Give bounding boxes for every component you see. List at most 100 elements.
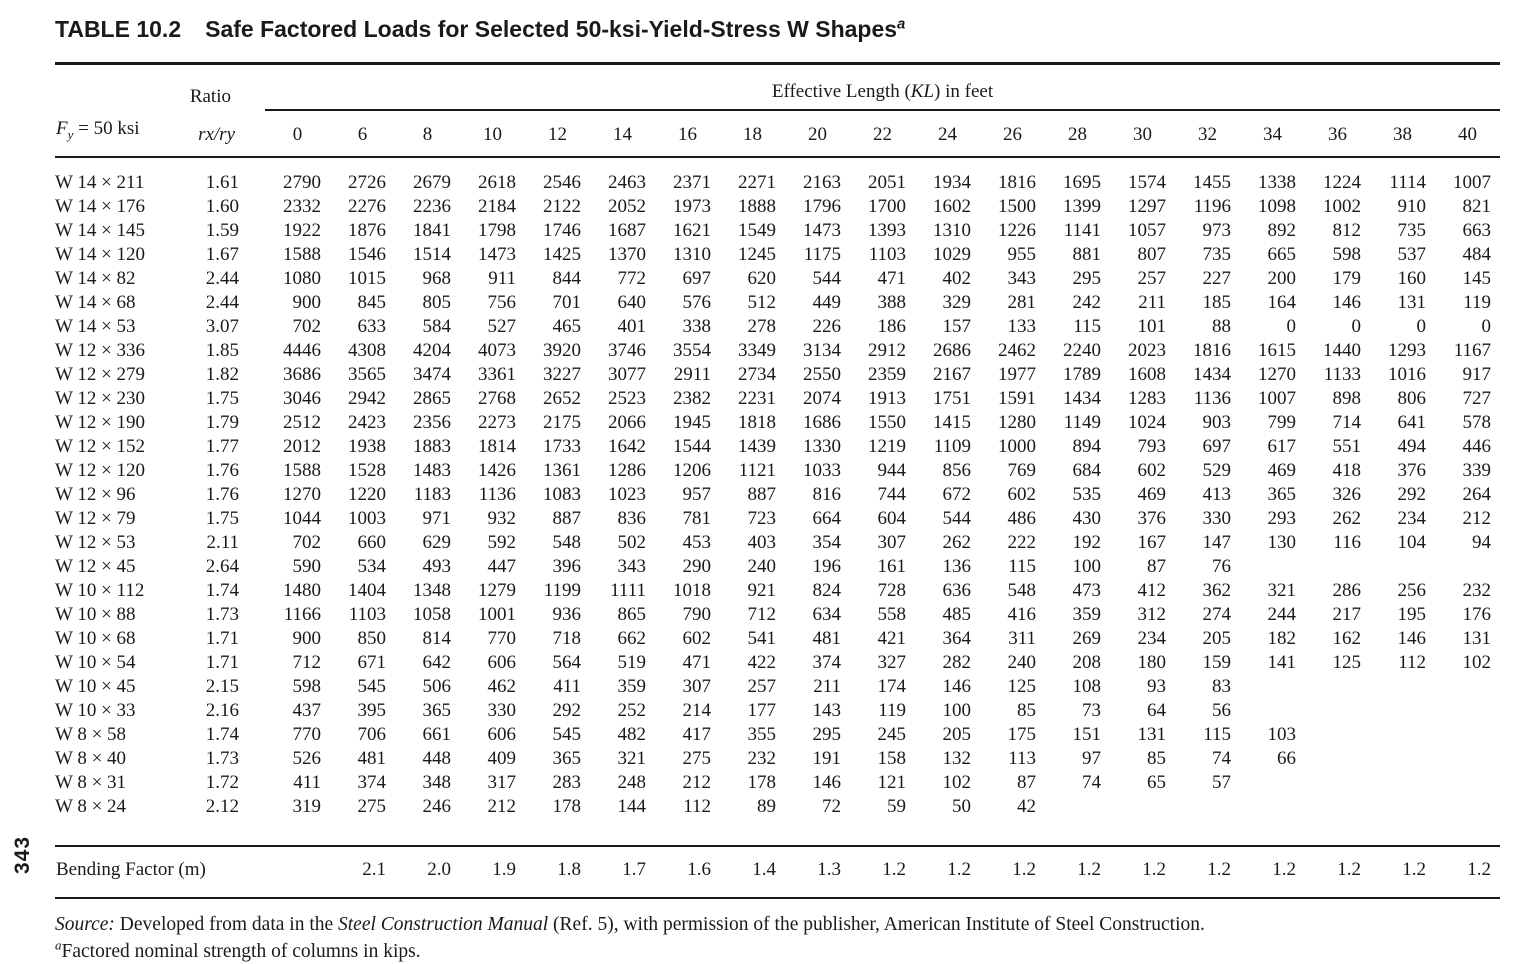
load-value-cell: 59 bbox=[887, 795, 906, 817]
shape-cell: W 12 × 190 bbox=[55, 411, 146, 433]
load-value-cell: 2734 bbox=[738, 363, 776, 385]
load-value-cell: 903 bbox=[1202, 411, 1232, 433]
load-value-cell: 2512 bbox=[283, 411, 321, 433]
load-value-cell: 97 bbox=[1082, 747, 1101, 769]
shape-cell: W 8 × 58 bbox=[55, 723, 127, 745]
load-value-cell: 388 bbox=[877, 291, 907, 313]
load-value-cell: 413 bbox=[1202, 483, 1232, 505]
load-value-cell: 1007 bbox=[1258, 387, 1296, 409]
load-value-cell: 1310 bbox=[673, 243, 711, 265]
load-value-cell: 2052 bbox=[608, 195, 646, 217]
load-value-cell: 2231 bbox=[738, 387, 776, 409]
load-value-cell: 534 bbox=[357, 555, 387, 577]
load-value-cell: 418 bbox=[1332, 459, 1362, 481]
footnote: aFactored nominal strength of columns in… bbox=[55, 937, 421, 962]
load-value-cell: 701 bbox=[552, 291, 582, 313]
load-value-cell: 136 bbox=[942, 555, 972, 577]
load-value-cell: 845 bbox=[357, 291, 387, 313]
load-value-cell: 526 bbox=[292, 747, 322, 769]
load-value-cell: 208 bbox=[1072, 651, 1102, 673]
load-value-cell: 881 bbox=[1072, 243, 1102, 265]
load-value-cell: 401 bbox=[617, 315, 647, 337]
load-value-cell: 2240 bbox=[1063, 339, 1101, 361]
load-value-cell: 2912 bbox=[868, 339, 906, 361]
load-value-cell: 3920 bbox=[543, 339, 581, 361]
load-value-cell: 158 bbox=[877, 747, 907, 769]
load-value-cell bbox=[1110, 795, 1175, 846]
load-value-cell: 821 bbox=[1462, 195, 1492, 217]
ratio-cell: 2.44 bbox=[205, 291, 239, 313]
load-value-cell: 1167 bbox=[1453, 339, 1491, 361]
load-value-cell: 1196 bbox=[1193, 195, 1231, 217]
shape-cell: W 12 × 96 bbox=[55, 483, 136, 505]
load-value-cell: 108 bbox=[1072, 675, 1102, 697]
load-value-cell: 1977 bbox=[998, 363, 1036, 385]
bending-factor-value: 1.7 bbox=[590, 844, 655, 899]
load-value-cell: 403 bbox=[747, 531, 777, 553]
load-value-cell: 0 bbox=[1351, 315, 1362, 337]
load-value-cell: 2184 bbox=[478, 195, 516, 217]
load-value-cell: 910 bbox=[1397, 195, 1427, 217]
load-value-cell: 131 bbox=[1137, 723, 1167, 745]
ratio-cell: 1.72 bbox=[205, 771, 239, 793]
load-value-cell: 793 bbox=[1137, 435, 1167, 457]
load-value-cell: 1473 bbox=[478, 243, 516, 265]
load-value-cell bbox=[1435, 675, 1500, 699]
load-value-cell: 1439 bbox=[738, 435, 776, 457]
load-value-cell: 4308 bbox=[348, 339, 386, 361]
load-value-cell: 1183 bbox=[413, 483, 451, 505]
col-header-20: 20 bbox=[785, 110, 850, 158]
table-row: W 14 × 120 1.67 1588 1546 1514 1473 1425 1370 13… bbox=[55, 243, 1500, 267]
load-value-cell: 1111 bbox=[610, 579, 646, 601]
load-value-cell: 1338 bbox=[1258, 171, 1296, 193]
load-value-cell: 1973 bbox=[673, 195, 711, 217]
load-value-cell: 93 bbox=[1147, 675, 1166, 697]
table-row: W 12 × 96 1.76 1270 1220 1183 1136 1083 1023 957… bbox=[55, 483, 1500, 507]
load-value-cell: 2726 bbox=[348, 171, 386, 193]
ratio-cell: 1.60 bbox=[205, 195, 239, 217]
load-value-cell: 85 bbox=[1147, 747, 1166, 769]
load-value-cell: 262 bbox=[1332, 507, 1362, 529]
shape-cell: W 14 × 211 bbox=[55, 171, 145, 193]
load-value-cell: 1500 bbox=[998, 195, 1036, 217]
load-value-cell: 282 bbox=[942, 651, 972, 673]
col-header-0: 0 bbox=[265, 110, 330, 158]
load-value-cell: 177 bbox=[747, 699, 777, 721]
load-value-cell: 453 bbox=[682, 531, 712, 553]
load-value-cell: 196 bbox=[812, 555, 842, 577]
load-value-cell: 162 bbox=[1332, 627, 1362, 649]
bending-factor-value: 1.2 bbox=[1175, 844, 1240, 899]
load-value-cell bbox=[1305, 675, 1370, 699]
load-value-cell: 64 bbox=[1147, 699, 1166, 721]
load-value-cell: 973 bbox=[1202, 219, 1232, 241]
load-value-cell: 2911 bbox=[673, 363, 711, 385]
load-value-cell: 900 bbox=[292, 291, 322, 313]
load-value-cell: 365 bbox=[422, 699, 452, 721]
load-value-cell: 735 bbox=[1397, 219, 1427, 241]
load-value-cell: 66 bbox=[1277, 747, 1296, 769]
load-value-cell: 100 bbox=[1072, 555, 1102, 577]
load-value-cell: 1746 bbox=[543, 219, 581, 241]
load-value-cell: 275 bbox=[682, 747, 712, 769]
load-value-cell: 712 bbox=[747, 603, 777, 625]
shape-cell: W 12 × 45 bbox=[55, 555, 136, 577]
load-value-cell: 125 bbox=[1007, 675, 1037, 697]
load-value-cell: 1286 bbox=[608, 459, 646, 481]
load-value-cell bbox=[1240, 771, 1305, 795]
load-value-cell: 1058 bbox=[413, 603, 451, 625]
shape-cell: W 10 × 33 bbox=[55, 699, 136, 721]
load-value-cell: 548 bbox=[552, 531, 582, 553]
load-value-cell: 1206 bbox=[673, 459, 711, 481]
shape-cell: W 12 × 230 bbox=[55, 387, 146, 409]
load-value-cell: 512 bbox=[747, 291, 777, 313]
load-value-cell: 1016 bbox=[1388, 363, 1426, 385]
load-value-cell: 186 bbox=[877, 315, 907, 337]
load-value-cell: 182 bbox=[1267, 627, 1297, 649]
col-header-16: 16 bbox=[655, 110, 720, 158]
load-value-cell bbox=[1435, 723, 1500, 747]
load-value-cell: 469 bbox=[1137, 483, 1167, 505]
load-value-cell: 257 bbox=[747, 675, 777, 697]
load-value-cell: 447 bbox=[487, 555, 517, 577]
load-value-cell: 900 bbox=[292, 627, 322, 649]
load-value-cell: 781 bbox=[682, 507, 712, 529]
